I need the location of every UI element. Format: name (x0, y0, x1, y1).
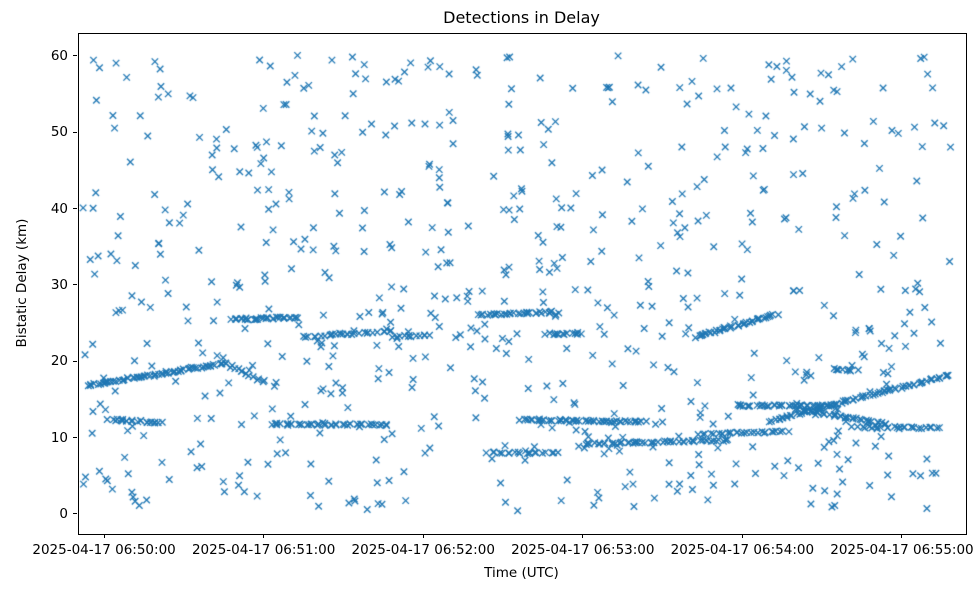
x-axis-label: Time (UTC) (484, 565, 559, 581)
y-tick-mark (73, 360, 77, 362)
y-tick-mark (73, 131, 77, 133)
plot-area (78, 33, 967, 535)
x-tick-mark (103, 534, 105, 538)
y-tick-mark (73, 55, 77, 57)
y-tick-mark (73, 284, 77, 286)
x-tick-label: 2025-04-17 06:50:00 (32, 542, 176, 558)
y-tick-label: 30 (50, 276, 68, 293)
y-tick-label: 10 (50, 429, 68, 446)
x-tick-label: 2025-04-17 06:51:00 (191, 542, 336, 558)
x-tick-label: 2025-04-17 06:54:00 (670, 542, 815, 558)
y-tick-label: 60 (50, 47, 68, 64)
y-tick-label: 0 (59, 505, 68, 522)
y-tick-label: 50 (50, 124, 68, 141)
x-tick-mark (741, 534, 743, 538)
y-tick-mark (73, 513, 77, 515)
x-tick-mark (422, 534, 424, 538)
x-tick-mark (582, 534, 584, 538)
x-tick-label: 2025-04-17 06:55:00 (830, 542, 974, 558)
x-tick-label: 2025-04-17 06:53:00 (511, 542, 655, 558)
x-tick-mark (263, 534, 265, 538)
chart-title: Detections in Delay (443, 8, 600, 27)
y-tick-mark (73, 208, 77, 210)
y-tick-mark (73, 437, 77, 439)
y-tick-label: 40 (50, 200, 68, 217)
y-axis-label: Bistatic Delay (km) (14, 218, 30, 348)
scatter-canvas (79, 34, 966, 534)
x-tick-label: 2025-04-17 06:52:00 (351, 542, 495, 558)
x-tick-mark (901, 534, 903, 538)
y-tick-label: 20 (50, 353, 68, 370)
